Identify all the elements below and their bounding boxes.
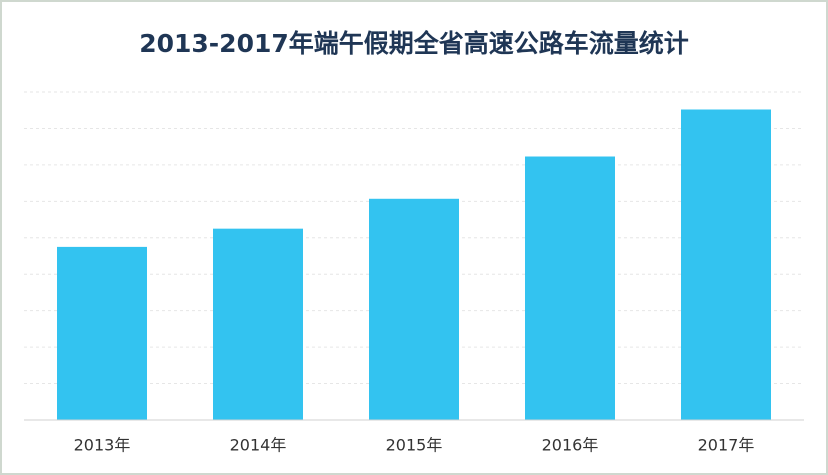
x-tick-label: 2016年	[542, 436, 599, 455]
bar	[681, 109, 771, 420]
bar	[369, 198, 459, 420]
bar	[57, 246, 147, 420]
x-tick-label: 2015年	[386, 436, 443, 455]
bar	[213, 228, 303, 420]
x-tick-label: 2017年	[698, 436, 755, 455]
x-tick-label: 2014年	[230, 436, 287, 455]
x-tick-label: 2013年	[74, 436, 131, 455]
bar	[525, 156, 615, 421]
chart-title: 2013-2017年端午假期全省高速公路车流量统计	[139, 29, 689, 58]
